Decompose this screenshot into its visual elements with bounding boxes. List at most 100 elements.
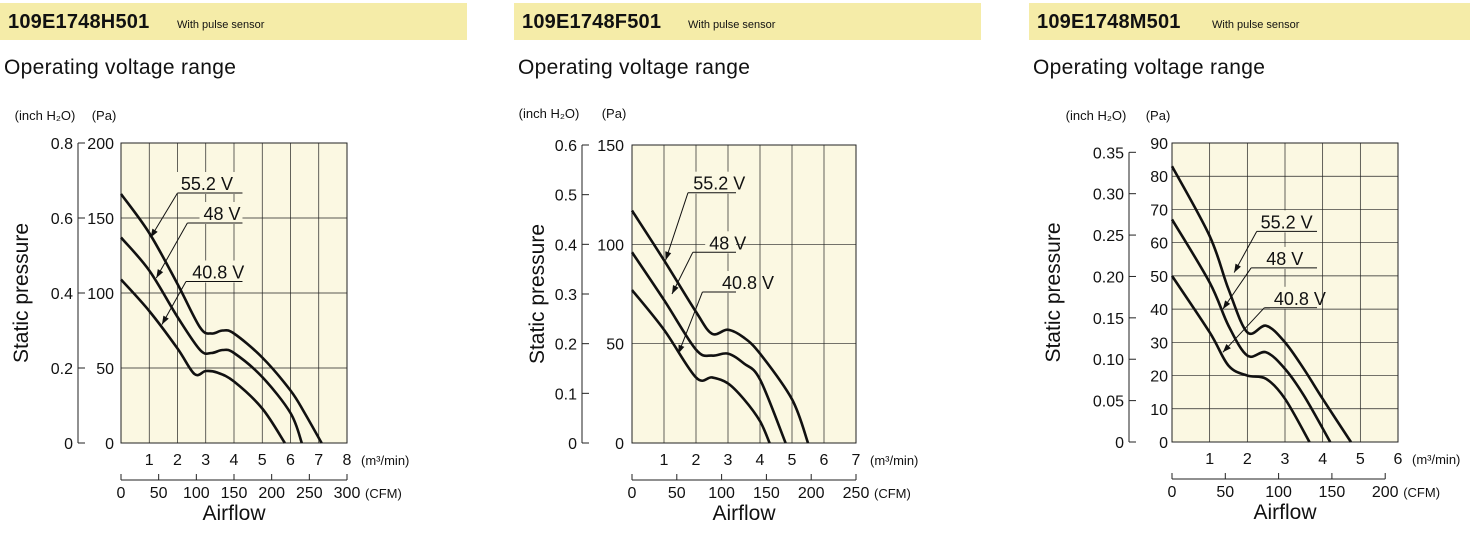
label-bg — [1256, 210, 1318, 233]
cfm-tick-label: 50 — [1216, 484, 1234, 501]
y-tick-label-inch: 0.35 — [1093, 145, 1124, 162]
leader-line — [665, 192, 689, 261]
x-tick-label-m3min: 6 — [820, 452, 829, 469]
series-line-1 — [120, 236, 304, 444]
y-tick-label-pa: 0 — [105, 436, 114, 453]
x-tick-label-m3min: 1 — [145, 452, 154, 469]
section-title: Operating voltage range — [518, 56, 751, 79]
cfm-tick-label: 0 — [1168, 484, 1177, 501]
series-line-0 — [1170, 165, 1353, 443]
series-label: 48 V — [709, 233, 746, 253]
series-line-2 — [630, 289, 771, 444]
x-tick-label-m3min: 4 — [756, 452, 765, 469]
y-tick-label-inch: 0.10 — [1093, 352, 1124, 369]
leader-line — [677, 291, 703, 354]
y-unit-pa: (Pa) — [92, 108, 117, 123]
label-bg — [1262, 246, 1318, 269]
model-number: 109E1748M501 — [1037, 11, 1181, 33]
y-axis-title: Static pressure — [526, 224, 549, 364]
y-tick-label-pa: 0 — [1159, 435, 1168, 452]
cfm-tick-label: 200 — [798, 485, 825, 502]
series-line-0 — [119, 193, 323, 444]
y-tick-label-pa: 100 — [87, 286, 114, 303]
leader-arrowhead — [1222, 300, 1231, 310]
y-tick-label-inch: 0.30 — [1093, 187, 1124, 204]
label-bg — [176, 172, 243, 194]
series-line-1 — [630, 251, 787, 444]
y-tick-label-pa: 50 — [606, 337, 624, 354]
cfm-tick-label: 150 — [1319, 484, 1346, 501]
section-title: Operating voltage range — [4, 56, 237, 79]
series-label: 48 V — [204, 204, 241, 224]
model-header-bar — [0, 3, 467, 40]
y-axis-title: Static pressure — [1042, 222, 1065, 362]
y-tick-label-pa: 10 — [1150, 402, 1168, 419]
leader-arrowhead — [665, 251, 672, 261]
y-tick-label-inch: 0.5 — [555, 188, 577, 205]
x-tick-label-m3min: 3 — [1281, 451, 1290, 468]
model-number: 109E1748F501 — [522, 11, 662, 33]
x-tick-label-m3min: 3 — [724, 452, 733, 469]
series-label: 55.2 V — [1261, 212, 1313, 232]
y-tick-label-inch: 0.05 — [1093, 394, 1124, 411]
cfm-tick-label: 0 — [117, 485, 126, 502]
y-unit-pa: (Pa) — [1146, 108, 1171, 123]
y-unit-pa: (Pa) — [602, 106, 627, 121]
series-line-0 — [630, 209, 810, 444]
leader-arrowhead — [1222, 344, 1231, 353]
model-number: 109E1748H501 — [8, 11, 150, 33]
leader-arrowhead — [156, 269, 164, 278]
series-line-2 — [120, 278, 286, 444]
leader-arrowhead — [678, 344, 685, 354]
y-tick-label-inch: 0.15 — [1093, 311, 1124, 328]
x-tick-label-m3min: 2 — [1243, 451, 1252, 468]
x-unit-m3min: (m³/min) — [870, 453, 918, 468]
series-label: 55.2 V — [181, 174, 233, 194]
x-unit-m3min: (m³/min) — [361, 453, 409, 468]
cfm-tick-label: 100 — [708, 485, 735, 502]
series-line-1 — [1170, 218, 1332, 443]
series-label: 48 V — [1266, 249, 1303, 269]
chart-panel-3: 109E1748M501 With pulse sensor Operating… — [1029, 0, 1470, 533]
model-header-bar — [514, 3, 981, 40]
y-tick-label-pa: 200 — [87, 136, 114, 153]
leader-arrowhead — [1234, 263, 1241, 273]
x-unit-cfm: (CFM) — [1403, 485, 1440, 500]
cfm-tick-label: 150 — [221, 485, 248, 502]
label-bg — [689, 171, 736, 194]
y-tick-label-inch: 0.25 — [1093, 228, 1124, 245]
y-tick-label-inch: 0 — [64, 436, 73, 453]
series-label: 40.8 V — [722, 273, 774, 293]
x-tick-label-m3min: 2 — [692, 452, 701, 469]
label-bg — [705, 231, 736, 254]
x-tick-label-m3min: 6 — [1394, 451, 1403, 468]
y-tick-label-inch: 0.1 — [555, 386, 577, 403]
y-tick-label-pa: 0 — [615, 436, 624, 453]
chart-panel-1: 109E1748H501 With pulse sensor Operating… — [0, 0, 470, 533]
x-tick-label-m3min: 3 — [201, 452, 210, 469]
y-tick-label-inch: 0.2 — [555, 337, 577, 354]
x-tick-label-m3min: 4 — [1318, 451, 1327, 468]
model-note: With pulse sensor — [177, 19, 265, 31]
y-tick-label-inch: 0.4 — [555, 237, 577, 254]
leader-line — [150, 192, 178, 238]
y-tick-label-pa: 40 — [1150, 302, 1168, 319]
series-line-2 — [1170, 275, 1311, 443]
x-tick-label-m3min: 1 — [1205, 451, 1214, 468]
y-tick-label-pa: 80 — [1150, 169, 1168, 186]
y-unit-inch: (inch H₂O) — [519, 106, 580, 121]
cfm-tick-label: 100 — [1265, 484, 1292, 501]
y-tick-label-pa: 150 — [87, 211, 114, 228]
x-tick-label-m3min: 6 — [286, 452, 295, 469]
y-tick-label-inch: 0 — [568, 436, 577, 453]
y-tick-label-pa: 50 — [1150, 269, 1168, 286]
cfm-tick-label: 50 — [150, 485, 168, 502]
plot-frame — [120, 142, 348, 444]
x-tick-label-m3min: 5 — [258, 452, 267, 469]
leader-arrowhead — [161, 315, 169, 325]
label-bg — [1269, 286, 1318, 309]
cfm-tick-label: 250 — [843, 485, 870, 502]
y-tick-label-inch: 0.6 — [555, 138, 577, 155]
leader-arrowhead — [672, 285, 679, 294]
y-axis-title: Static pressure — [10, 223, 33, 363]
